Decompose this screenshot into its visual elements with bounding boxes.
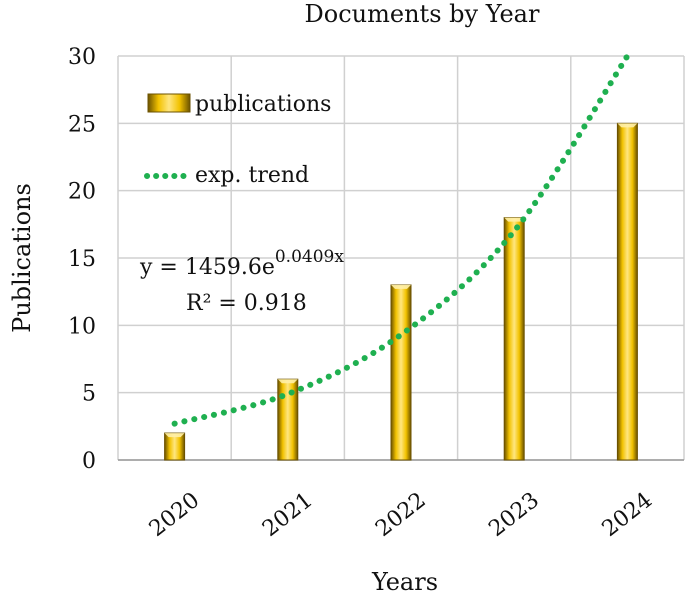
legend: publications exp. trend [144,92,331,188]
bar-body [390,284,412,461]
trend-line [171,53,631,427]
y-tick-label: 25 [68,112,96,137]
bar [277,378,299,461]
trend-curve [171,53,631,427]
legend-label-publications: publications [195,92,331,117]
y-tick-label: 5 [82,382,96,407]
bar-bevel [277,379,298,384]
r-squared-label: R² = 0.918 [186,291,307,316]
bar-body [503,217,525,461]
bar-bevel [504,217,525,222]
bar-body [277,378,299,461]
x-tick-label: 2020 [145,488,205,542]
bar [390,284,412,461]
y-axis-label: Publications [8,183,36,333]
x-tick-label: 2021 [258,488,318,542]
y-tick-label: 0 [82,449,96,474]
trend-equation-exponent: 0.0409x [275,247,344,267]
y-tick-label: 30 [68,45,96,70]
bar-body [164,432,186,461]
y-tick-label: 20 [68,180,96,205]
legend-label-trend: exp. trend [195,163,309,188]
chart-title: Documents by Year [305,0,540,28]
trend-equation: y = 1459.6e0.0409x [139,247,344,280]
x-axis-label: Years [371,568,438,594]
bar-body [616,122,638,461]
x-tick-label: 2024 [598,488,658,542]
y-tick-labels: 0 5 10 15 20 25 30 [68,45,96,474]
y-tick-label: 10 [68,314,96,339]
bar-bevel [164,433,185,438]
bar-bevel [617,123,638,128]
x-tick-labels: 2020 2021 2022 2023 2024 [145,488,657,542]
y-tick-label: 15 [68,247,96,272]
legend-swatch-publications [147,93,191,113]
x-tick-label: 2023 [484,488,544,542]
x-tick-label: 2022 [371,488,431,542]
trend-equation-base: y = 1459.6e [139,255,275,280]
bar [503,217,525,461]
bar [164,432,186,461]
bar-bevel [391,284,411,289]
bar [616,122,638,461]
